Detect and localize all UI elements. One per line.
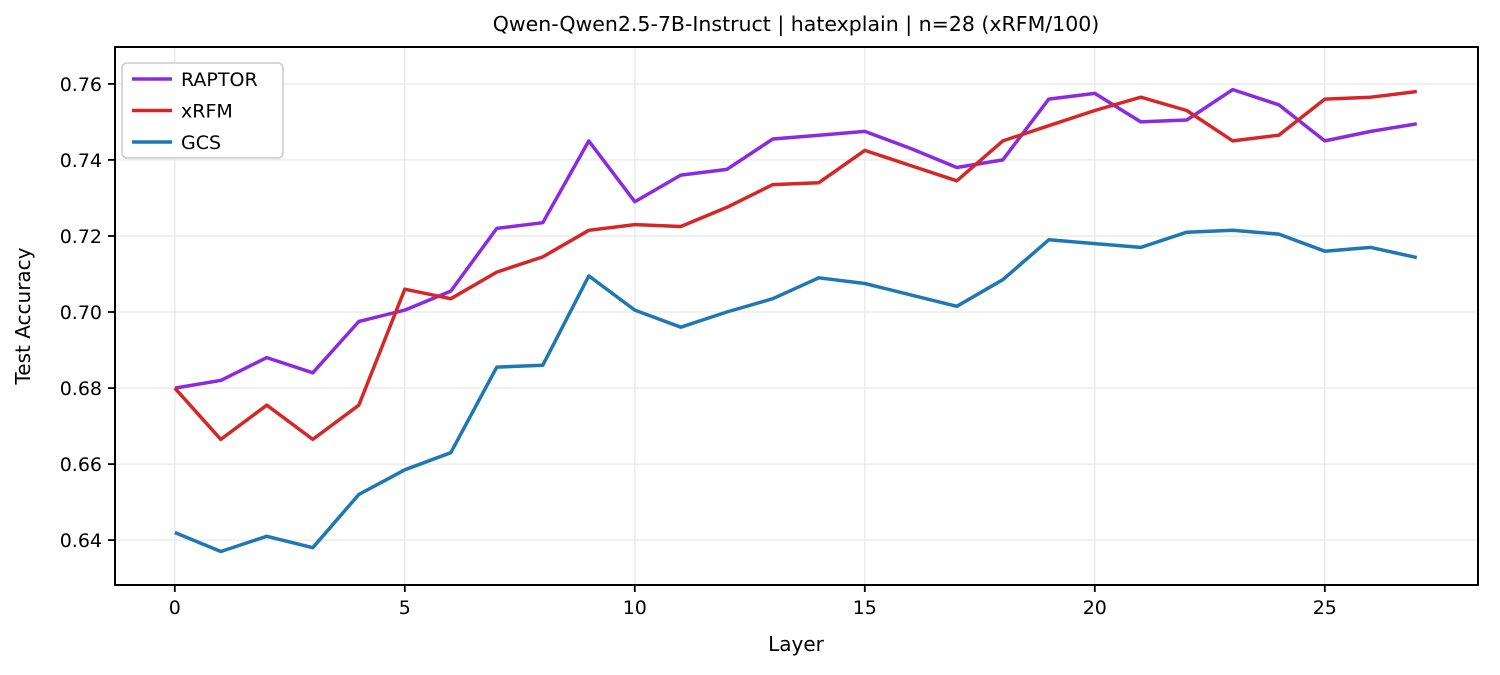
- y-tick-label: 0.76: [60, 74, 102, 96]
- legend-label-xrfm: xRFM: [181, 101, 233, 123]
- x-tick-label: 15: [853, 597, 877, 619]
- y-tick-label: 0.64: [60, 530, 102, 552]
- legend: RAPTOR xRFM GCS: [121, 62, 284, 159]
- gridlines: [115, 47, 1478, 585]
- series-line-xrfm: [173, 89, 1418, 442]
- y-tick-label: 0.72: [60, 226, 102, 248]
- chart-title: Qwen-Qwen2.5-7B-Instruct | hatexplain | …: [493, 12, 1100, 37]
- y-tick-label: 0.66: [60, 454, 102, 476]
- legend-label-raptor: RAPTOR: [181, 69, 258, 91]
- x-tick-label: 20: [1083, 597, 1107, 619]
- legend-box: [121, 62, 284, 159]
- series-lines: [173, 87, 1418, 554]
- y-axis-label: Test Accuracy: [11, 247, 35, 385]
- series-line-raptor: [174, 87, 1418, 390]
- legend-label-gcs: GCS: [181, 132, 221, 154]
- plot-area-border: [114, 46, 1479, 586]
- x-tick-label: 25: [1313, 597, 1337, 619]
- y-tick-label: 0.74: [60, 150, 102, 172]
- axis-ticks: 0 5 10 15 20 25 0.64 0.66 0.68 0.70 0.72 0.74 0.76: [60, 74, 1337, 619]
- x-tick-label: 0: [169, 597, 181, 619]
- x-axis-label: Layer: [768, 632, 825, 656]
- y-tick-label: 0.68: [60, 378, 102, 400]
- y-tick-label: 0.70: [60, 302, 102, 324]
- x-tick-label: 5: [399, 597, 411, 619]
- series-line-gcs: [174, 228, 1418, 554]
- x-tick-label: 10: [623, 597, 647, 619]
